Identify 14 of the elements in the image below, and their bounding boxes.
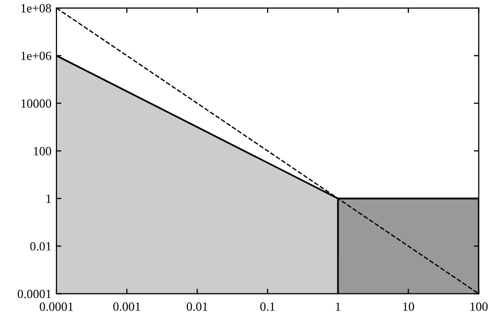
x-tick-label: 0.01	[186, 302, 208, 311]
x-tick-label: 0.1	[260, 302, 275, 311]
y-tick-label: 1e+08	[21, 4, 52, 12]
x-tick-label: 100	[470, 302, 488, 311]
y-tick-label: 0.01	[30, 242, 51, 251]
x-tick-label: 0.001	[113, 302, 140, 311]
y-tick-label: 0.0001	[18, 290, 51, 298]
y-tick-label: 1	[46, 194, 51, 203]
y-tick-label: 1e+06	[21, 52, 52, 60]
y-tick-label: 100	[34, 146, 52, 156]
y-tick-label: 10000	[21, 99, 52, 108]
x-tick-label: 1	[336, 302, 340, 311]
x-tick-label: 10	[403, 302, 414, 311]
x-tick-label: 0.0001	[40, 302, 73, 311]
